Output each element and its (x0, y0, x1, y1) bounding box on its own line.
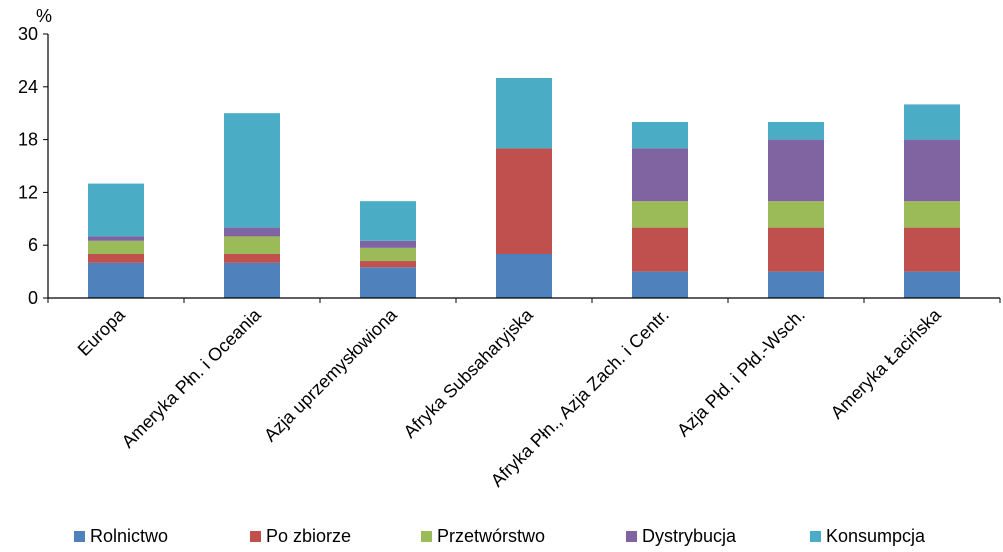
bar-segment (904, 139, 960, 202)
bar-segment (904, 201, 960, 228)
bar-segment (768, 227, 824, 272)
bar-segment (496, 78, 552, 149)
legend-swatch (74, 531, 85, 542)
bar-segment (632, 227, 688, 272)
bar-segment (224, 236, 280, 254)
legend-item: Konsumpcja (810, 526, 925, 547)
legend-label: Po zbiorze (266, 526, 352, 546)
legend-item: Dystrybucja (626, 526, 736, 547)
bar-segment (224, 227, 280, 237)
legend-swatch (810, 531, 821, 542)
bar-segment (360, 267, 416, 298)
bar-segment (88, 183, 144, 237)
y-tick-label: 6 (28, 235, 38, 255)
legend-label: Dystrybucja (642, 526, 737, 546)
y-tick-label: 24 (18, 77, 38, 97)
bar-segment (360, 261, 416, 268)
bar-segment (904, 104, 960, 140)
bar-segment (360, 201, 416, 241)
bar-segment (88, 236, 144, 241)
legend-item: Po zbiorze (250, 526, 351, 547)
legend-label: Konsumpcja (826, 526, 926, 546)
bar-segment (632, 122, 688, 149)
bar-segment (88, 254, 144, 263)
y-tick-label: 12 (18, 182, 38, 202)
legend-item: Rolnictwo (74, 526, 168, 547)
bar-segment (88, 262, 144, 298)
legend-label: Przetwórstwo (437, 526, 546, 546)
bar-segment (768, 271, 824, 298)
bar-segment (904, 271, 960, 298)
bar-segment (360, 240, 416, 248)
bar-segment (496, 148, 552, 254)
legend-item: Przetwórstwo (421, 526, 545, 547)
bar-segment (768, 201, 824, 228)
x-category-label: Ameryka Łacińska (827, 304, 946, 423)
y-tick-label: 0 (28, 288, 38, 308)
bar-segment (224, 254, 280, 263)
y-tick-label: 30 (18, 24, 38, 44)
bar-segment (768, 122, 824, 140)
bar-segment (904, 227, 960, 272)
legend-swatch (626, 531, 637, 542)
legend-swatch (421, 531, 432, 542)
x-category-label: Afryka Subsaharyjska (400, 304, 538, 442)
bar-segment (632, 271, 688, 298)
bar-segment (496, 254, 552, 298)
bar-segment (88, 240, 144, 254)
bar-segment (768, 139, 824, 202)
x-category-label: Europa (74, 304, 130, 360)
bar-segment (632, 201, 688, 228)
y-tick-label: 18 (18, 130, 38, 150)
bar-segment (632, 148, 688, 202)
legend-swatch (250, 531, 261, 542)
bar-segment (360, 247, 416, 262)
x-category-label: Azja Płd. i Płd.-Wsch. (673, 305, 809, 441)
legend-label: Rolnictwo (90, 526, 169, 546)
bar-segment (224, 262, 280, 298)
legend: Rolnictwo Po zbiorze Przetwórstwo Dystrybuc… (0, 526, 1003, 550)
x-category-label: Ameryka Płn. i Oceania (118, 304, 266, 452)
x-category-label: Azja uprzemysłowiona (260, 304, 401, 445)
y-axis-unit-label: % (36, 6, 52, 26)
bar-segment (224, 113, 280, 228)
